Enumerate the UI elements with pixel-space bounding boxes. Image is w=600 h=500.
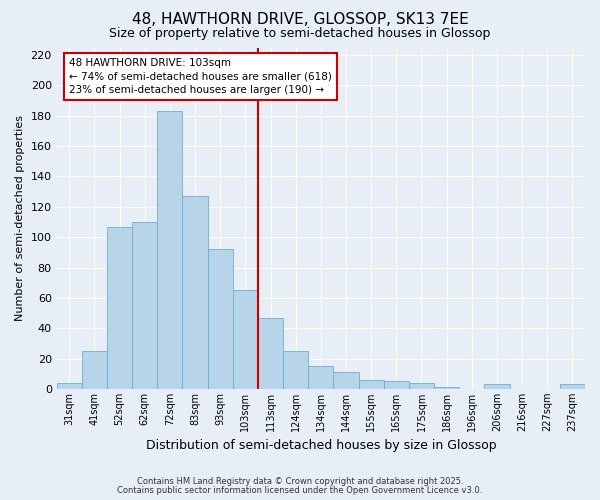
Bar bbox=[208, 250, 233, 389]
Text: Size of property relative to semi-detached houses in Glossop: Size of property relative to semi-detach… bbox=[109, 28, 491, 40]
Text: 48, HAWTHORN DRIVE, GLOSSOP, SK13 7EE: 48, HAWTHORN DRIVE, GLOSSOP, SK13 7EE bbox=[131, 12, 469, 28]
Bar bbox=[157, 111, 182, 389]
Bar bbox=[82, 351, 107, 389]
Bar bbox=[308, 366, 334, 389]
Bar bbox=[334, 372, 359, 389]
Bar bbox=[233, 290, 258, 389]
Bar bbox=[359, 380, 384, 389]
Bar bbox=[132, 222, 157, 389]
Bar bbox=[484, 384, 509, 389]
Bar bbox=[434, 388, 459, 389]
Text: Contains public sector information licensed under the Open Government Licence v3: Contains public sector information licen… bbox=[118, 486, 482, 495]
Bar bbox=[409, 383, 434, 389]
Bar bbox=[560, 384, 585, 389]
Bar bbox=[258, 318, 283, 389]
Bar bbox=[56, 383, 82, 389]
Text: Contains HM Land Registry data © Crown copyright and database right 2025.: Contains HM Land Registry data © Crown c… bbox=[137, 477, 463, 486]
Bar bbox=[283, 351, 308, 389]
Bar bbox=[384, 382, 409, 389]
Text: 48 HAWTHORN DRIVE: 103sqm
← 74% of semi-detached houses are smaller (618)
23% of: 48 HAWTHORN DRIVE: 103sqm ← 74% of semi-… bbox=[69, 58, 332, 94]
Bar bbox=[107, 226, 132, 389]
Bar bbox=[182, 196, 208, 389]
X-axis label: Distribution of semi-detached houses by size in Glossop: Distribution of semi-detached houses by … bbox=[146, 440, 496, 452]
Y-axis label: Number of semi-detached properties: Number of semi-detached properties bbox=[15, 115, 25, 321]
